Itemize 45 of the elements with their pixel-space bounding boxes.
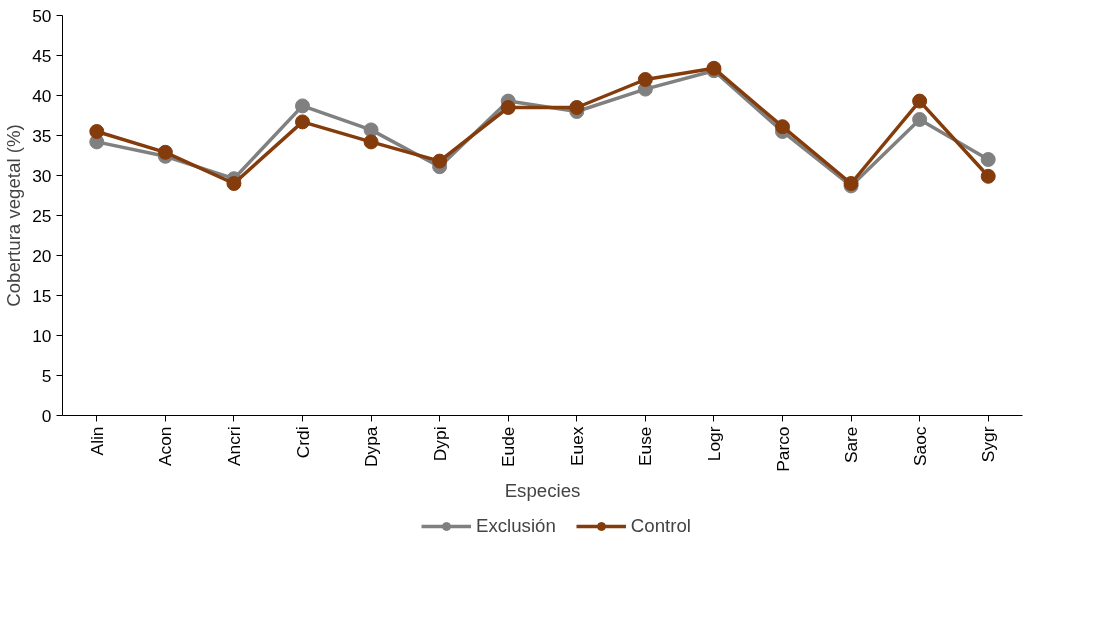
y-tick-label: 45 bbox=[32, 45, 52, 66]
point bbox=[980, 168, 996, 184]
x-tick-label: Parco bbox=[772, 426, 793, 472]
x-tick-label: Euex bbox=[566, 426, 587, 466]
point bbox=[637, 72, 653, 87]
x-tick-label: Eude bbox=[498, 426, 519, 467]
y-tick-label: 35 bbox=[32, 125, 52, 146]
point bbox=[157, 144, 173, 160]
x-tick-label: Dypa bbox=[361, 426, 382, 467]
y-axis-title: Cobertura vegetal (%) bbox=[3, 124, 25, 307]
y-tick-label: 30 bbox=[32, 165, 52, 186]
y-tick-label: 5 bbox=[41, 365, 52, 386]
point bbox=[89, 124, 105, 139]
x-tick-label: Sygr bbox=[978, 426, 999, 463]
x-tick-label: Crdi bbox=[292, 426, 313, 459]
x-tick-label: Ancri bbox=[223, 426, 244, 466]
x-tick-label: Dypi bbox=[429, 426, 450, 462]
point bbox=[912, 93, 928, 109]
x-tick-label: Logr bbox=[703, 426, 724, 462]
point bbox=[912, 112, 928, 127]
x-tick-label: Sare bbox=[841, 426, 862, 464]
x-tick-label: Alin bbox=[86, 426, 107, 456]
legend-label: Control bbox=[630, 514, 692, 537]
y-tick-label: 15 bbox=[32, 285, 52, 306]
legend-label: Exclusión bbox=[475, 514, 556, 537]
point bbox=[363, 122, 379, 138]
y-tick-label: 25 bbox=[32, 205, 52, 226]
x-tick-label: Acon bbox=[155, 426, 176, 466]
x-tick-label: Euse bbox=[635, 426, 656, 466]
y-tick-label: 50 bbox=[32, 5, 52, 26]
point bbox=[500, 100, 516, 115]
point bbox=[980, 152, 996, 167]
x-axis-title: Especies bbox=[504, 479, 581, 501]
point bbox=[295, 98, 310, 114]
point bbox=[226, 176, 242, 191]
point bbox=[775, 119, 790, 135]
point bbox=[432, 153, 448, 169]
y-tick-label: 20 bbox=[32, 245, 52, 266]
x-tick-label: Saoc bbox=[909, 426, 930, 466]
y-tick-label: 10 bbox=[32, 325, 52, 346]
point bbox=[295, 114, 310, 130]
y-tick-label: 0 bbox=[41, 405, 52, 426]
point bbox=[569, 100, 585, 115]
y-tick-label: 40 bbox=[32, 85, 52, 106]
point bbox=[363, 134, 379, 150]
